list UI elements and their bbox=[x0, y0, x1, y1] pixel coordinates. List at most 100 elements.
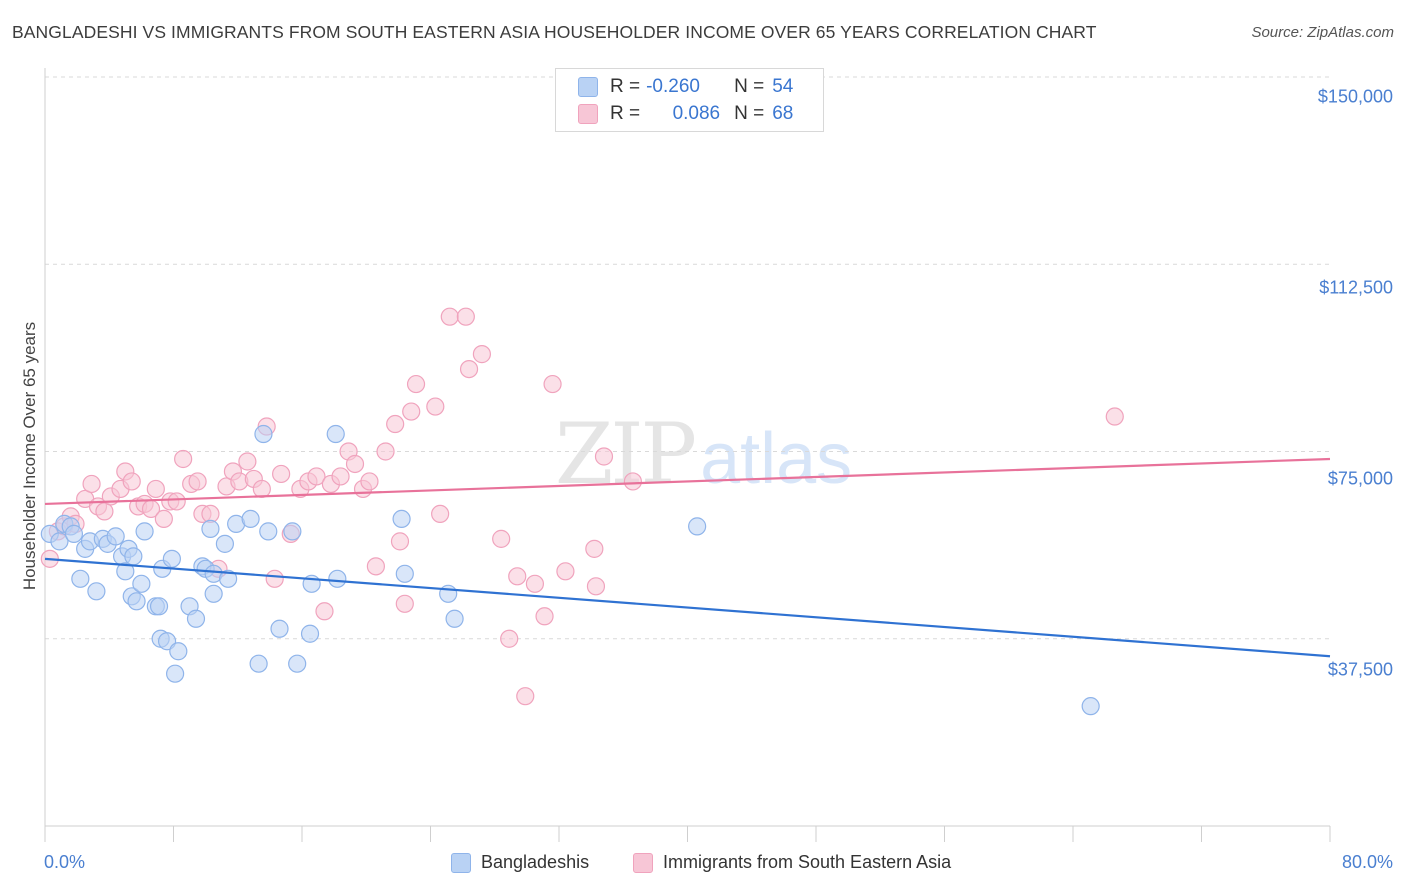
immigrants-point bbox=[623, 472, 642, 491]
immigrants-point bbox=[188, 472, 207, 491]
bangladeshis-point bbox=[201, 519, 220, 538]
immigrants-point bbox=[146, 479, 165, 499]
bangladeshis-point bbox=[204, 584, 223, 603]
r-label: R = bbox=[610, 103, 641, 124]
immigrants-point bbox=[431, 504, 450, 524]
bangladeshis-point bbox=[283, 522, 302, 541]
immigrants-point bbox=[315, 602, 334, 621]
y-tick-label: $37,500 bbox=[1327, 659, 1393, 680]
immigrants-point bbox=[585, 539, 604, 558]
immigrants-point bbox=[307, 467, 326, 486]
bangladeshis-point bbox=[395, 564, 414, 583]
bangladeshis-point bbox=[162, 549, 181, 568]
immigrants-point bbox=[167, 492, 186, 511]
r-label: R = bbox=[610, 76, 641, 97]
immigrants-point bbox=[360, 472, 379, 491]
legend-label: Immigrants from South Eastern Asia bbox=[663, 852, 952, 872]
bangladeshis-point bbox=[135, 522, 154, 541]
immigrants-point bbox=[386, 414, 405, 434]
bangladeshis-point bbox=[1081, 697, 1100, 716]
bangladeshis-point bbox=[166, 664, 185, 683]
bangladeshis-point bbox=[124, 547, 143, 566]
bangladeshis-point bbox=[71, 569, 90, 588]
pink-swatch-icon bbox=[578, 104, 598, 124]
stats-legend: R = -0.260 N = 54 R = 0.086 N = 68 bbox=[555, 68, 824, 132]
bangladeshis-trend-line bbox=[44, 557, 1331, 658]
bangladeshis-point bbox=[259, 522, 278, 541]
bangladeshis-point bbox=[288, 654, 307, 673]
bangladeshis-point bbox=[169, 642, 188, 661]
immigrants-point bbox=[525, 574, 545, 593]
immigrants-point bbox=[272, 464, 291, 484]
immigrants-point bbox=[82, 474, 101, 494]
n-value: 68 bbox=[772, 103, 794, 124]
bangladeshis-point bbox=[106, 527, 125, 546]
immigrants-point bbox=[516, 687, 535, 706]
bangladeshis-point bbox=[328, 569, 347, 588]
stats-row-immigrants: R = 0.086 N = 68 bbox=[578, 101, 793, 127]
bangladeshis-point bbox=[300, 624, 320, 643]
immigrants-point bbox=[390, 532, 410, 551]
n-label: N = bbox=[734, 103, 765, 124]
immigrants-trend-line bbox=[44, 457, 1331, 506]
bangladeshis-point bbox=[241, 509, 260, 529]
immigrants-point bbox=[535, 607, 554, 626]
source-label: Source: ZipAtlas.com bbox=[1251, 24, 1394, 41]
chart-title: BANGLADESHI VS IMMIGRANTS FROM SOUTH EAS… bbox=[12, 22, 1097, 42]
y-axis-label: Householder Income Over 65 years bbox=[20, 321, 39, 591]
y-tick-label: $112,500 bbox=[1319, 277, 1393, 298]
n-label: N = bbox=[734, 76, 765, 97]
bangladeshis-point bbox=[149, 597, 169, 616]
immigrants-point bbox=[440, 307, 459, 326]
x-tick-label-min: 0.0% bbox=[44, 852, 86, 872]
y-tick-label: $75,000 bbox=[1327, 468, 1393, 489]
immigrants-point bbox=[174, 449, 193, 469]
y-tick-label: $150,000 bbox=[1317, 86, 1393, 107]
immigrants-point bbox=[456, 307, 475, 326]
r-value: 0.086 bbox=[672, 103, 721, 124]
x-tick-label-max: 80.0% bbox=[1341, 852, 1393, 872]
blue-swatch-icon bbox=[578, 77, 598, 97]
bangladeshis-point bbox=[64, 524, 84, 543]
bangladeshis-point bbox=[688, 517, 707, 536]
immigrants-point bbox=[376, 442, 395, 461]
immigrants-point bbox=[265, 569, 284, 588]
immigrants-point bbox=[406, 374, 426, 394]
stats-row-bangladeshis: R = -0.260 N = 54 bbox=[578, 74, 793, 100]
immigrants-point bbox=[345, 454, 365, 474]
immigrants-point bbox=[122, 472, 141, 491]
bangladeshis-point bbox=[127, 592, 146, 611]
bangladeshis-point bbox=[132, 574, 151, 593]
immigrants-point bbox=[331, 467, 350, 486]
pink-swatch-icon bbox=[633, 852, 653, 873]
immigrants-point bbox=[459, 359, 479, 379]
legend-label: Bangladeshis bbox=[481, 852, 590, 872]
bangladeshis-point bbox=[445, 609, 464, 628]
immigrants-point bbox=[586, 577, 606, 596]
immigrants-point bbox=[594, 447, 614, 466]
bangladeshis-point bbox=[87, 582, 106, 601]
immigrants-point bbox=[508, 567, 527, 586]
legend-item-immigrants: Immigrants from South Eastern Asia bbox=[633, 852, 951, 873]
bangladeshis-point bbox=[254, 424, 273, 444]
bangladeshis-point bbox=[186, 609, 206, 628]
bangladeshis-point bbox=[219, 569, 238, 588]
immigrants-point bbox=[395, 594, 414, 613]
immigrants-point bbox=[252, 479, 271, 499]
immigrants-point bbox=[426, 397, 445, 416]
bangladeshis-point bbox=[326, 424, 345, 444]
legend-item-bangladeshis: Bangladeshis bbox=[451, 852, 589, 873]
bangladeshis-point bbox=[50, 532, 69, 551]
bangladeshis-point bbox=[249, 654, 268, 673]
bangladeshis-point bbox=[215, 534, 234, 553]
n-value: 54 bbox=[772, 76, 794, 97]
immigrants-point bbox=[1105, 407, 1124, 426]
bangladeshis-point bbox=[392, 509, 411, 529]
immigrants-point bbox=[500, 629, 519, 648]
blue-swatch-icon bbox=[451, 852, 471, 873]
immigrants-point bbox=[543, 374, 562, 394]
bangladeshis-point bbox=[116, 562, 135, 581]
r-value: -0.260 bbox=[646, 76, 700, 97]
immigrants-point bbox=[402, 402, 421, 421]
